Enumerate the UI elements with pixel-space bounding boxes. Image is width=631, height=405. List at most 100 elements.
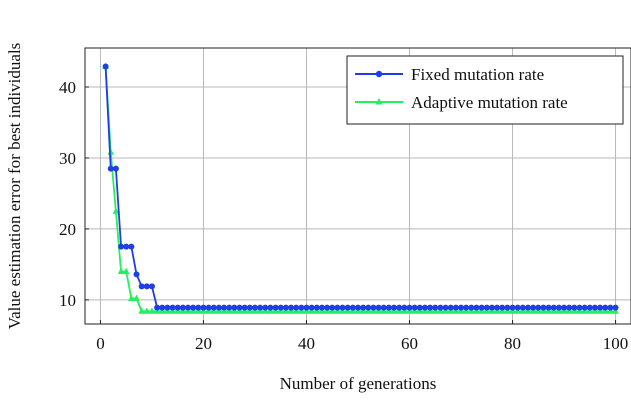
x-tick-label: 80 (504, 334, 521, 353)
series-line-adaptive (104, 66, 616, 313)
data-point (179, 304, 186, 311)
data-point (468, 304, 475, 311)
data-point (282, 304, 289, 311)
data-point (355, 304, 361, 311)
data-point (421, 304, 428, 311)
data-point (427, 304, 434, 311)
data-point (174, 304, 181, 311)
data-point (509, 304, 516, 311)
data-point (411, 304, 418, 311)
legend-marker-fixed (375, 70, 383, 78)
data-point (370, 304, 377, 311)
x-tick-label: 0 (96, 334, 105, 353)
data-point (190, 304, 197, 311)
data-point (205, 304, 212, 311)
data-point (251, 304, 258, 311)
data-point (499, 304, 506, 311)
data-point (380, 304, 387, 311)
data-point (602, 304, 609, 311)
data-point (143, 307, 151, 314)
data-point (442, 304, 449, 311)
data-point (267, 304, 274, 311)
data-point (148, 307, 156, 314)
data-point (293, 304, 300, 311)
data-point (241, 304, 248, 311)
data-point (524, 304, 531, 311)
data-point (597, 304, 604, 311)
x-tick-label: 40 (298, 334, 315, 353)
data-point (339, 304, 346, 311)
data-point (133, 294, 140, 301)
plot-frame (84, 47, 631, 325)
series-layer (102, 62, 619, 314)
data-point (195, 304, 202, 311)
legend-label-fixed: Fixed mutation rate (411, 65, 544, 84)
data-point (334, 304, 341, 311)
data-point (236, 304, 243, 311)
data-point (344, 304, 351, 311)
data-point (576, 304, 583, 311)
y-axis-label: Value estimation error for best individu… (5, 43, 24, 330)
data-point (133, 271, 140, 278)
data-point (262, 304, 269, 311)
data-point (591, 304, 598, 311)
data-point (473, 304, 480, 311)
data-point (504, 304, 511, 311)
data-point (550, 304, 557, 311)
data-point (128, 294, 135, 301)
data-point (303, 304, 310, 311)
x-tick-label: 60 (401, 334, 418, 353)
data-point (463, 304, 470, 311)
legend: Fixed mutation rate Adaptive mutation ra… (346, 55, 624, 125)
data-point (561, 304, 568, 311)
data-point (138, 307, 145, 314)
x-tick-label: 20 (195, 334, 212, 353)
data-point (257, 304, 264, 311)
data-point (329, 304, 336, 311)
data-point (535, 304, 542, 311)
data-point (215, 304, 222, 311)
data-point (401, 304, 408, 311)
data-point (102, 63, 109, 70)
legend-box (346, 55, 624, 125)
data-point (540, 304, 547, 311)
data-point (375, 304, 382, 311)
data-point (586, 304, 593, 311)
data-point (143, 283, 150, 290)
data-point (396, 304, 403, 311)
data-point (288, 304, 295, 311)
data-point (483, 304, 490, 311)
data-point (123, 243, 130, 250)
data-point (318, 304, 325, 311)
y-tick-label: 10 (59, 291, 76, 310)
data-point (349, 304, 356, 311)
data-point (571, 304, 578, 311)
data-point (112, 165, 119, 172)
data-point (530, 304, 537, 311)
x-tick-label: 100 (603, 334, 629, 353)
x-axis-label: Number of generations (280, 374, 437, 393)
data-point (416, 304, 423, 311)
data-point (432, 304, 439, 311)
data-point (277, 304, 284, 311)
data-point (210, 304, 217, 311)
data-point (458, 304, 465, 311)
data-point (612, 304, 619, 311)
data-point (514, 304, 521, 311)
data-point (185, 304, 192, 311)
y-tick-label: 40 (59, 78, 76, 97)
data-point (169, 304, 176, 311)
data-point (406, 304, 413, 311)
data-point (128, 243, 135, 250)
data-point (122, 267, 130, 274)
data-point (519, 304, 526, 311)
data-point (581, 304, 588, 311)
data-point (226, 304, 233, 311)
data-point (154, 304, 161, 311)
data-point (221, 304, 228, 311)
data-point (164, 304, 171, 311)
data-point (200, 304, 207, 311)
data-point (365, 304, 372, 311)
data-point (607, 304, 614, 311)
